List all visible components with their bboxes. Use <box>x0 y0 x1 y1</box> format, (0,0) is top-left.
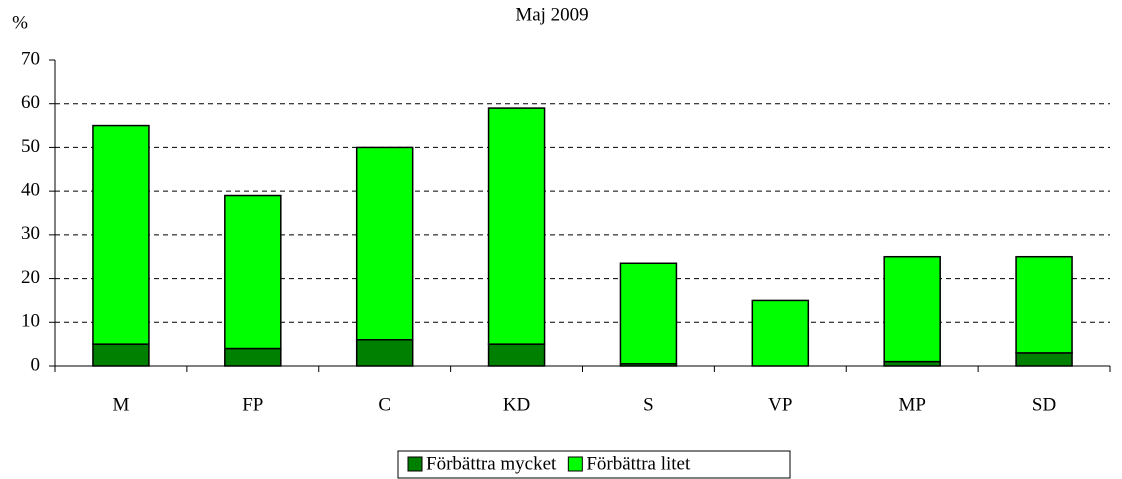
x-tick-label: MP <box>898 394 925 415</box>
legend-swatch <box>407 456 423 472</box>
x-tick-label: FP <box>242 394 263 415</box>
bar-segment <box>487 343 546 367</box>
y-tick-label: 20 <box>21 267 40 288</box>
bar-segment <box>883 255 941 363</box>
bar-segment <box>224 347 282 367</box>
y-tick-label: 70 <box>21 48 40 69</box>
bar-segment <box>92 343 150 367</box>
chart-title: Maj 2009 <box>515 4 588 25</box>
y-tick-label: 30 <box>21 223 40 244</box>
bar-segment <box>224 194 282 350</box>
bar-segment <box>1015 255 1073 354</box>
x-tick-label: KD <box>503 394 530 415</box>
x-tick-label: SD <box>1032 394 1056 415</box>
bar-segment <box>619 262 678 365</box>
bar-segment <box>92 124 150 345</box>
bar-segment <box>751 299 810 367</box>
y-tick-label: 50 <box>21 136 40 157</box>
legend-swatch <box>567 456 583 472</box>
legend-label: Förbättra mycket <box>426 453 557 474</box>
bar-segment <box>487 107 546 345</box>
bar-segment <box>355 339 414 367</box>
y-tick-label: 60 <box>21 92 40 113</box>
x-tick-label: M <box>112 394 129 415</box>
legend-label: Förbättra litet <box>586 453 691 474</box>
y-axis-label: % <box>12 12 28 33</box>
y-tick-label: 0 <box>31 354 41 375</box>
y-tick-label: 10 <box>21 311 40 332</box>
x-tick-label: C <box>378 394 391 415</box>
bar-segment <box>1015 352 1073 367</box>
x-tick-label: S <box>643 394 654 415</box>
bar-segment <box>355 146 414 341</box>
x-tick-label: VP <box>768 394 792 415</box>
y-tick-label: 40 <box>21 180 40 201</box>
legend-box <box>397 450 791 479</box>
